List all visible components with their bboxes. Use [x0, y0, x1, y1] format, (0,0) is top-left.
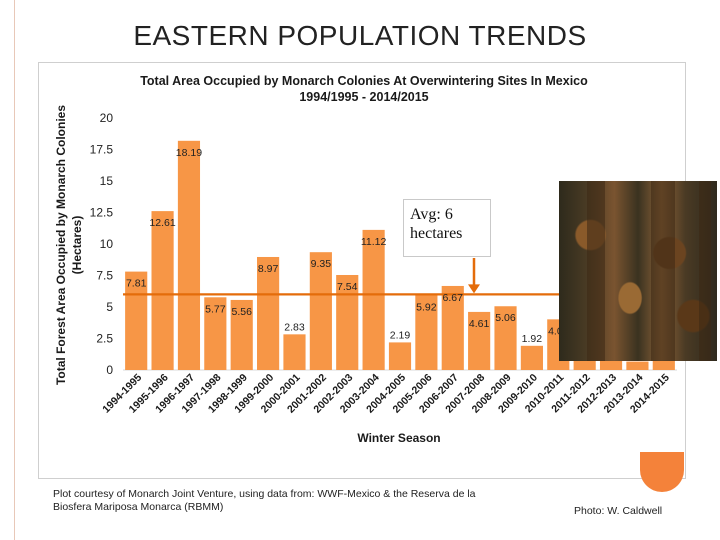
- average-arrow-head: [468, 284, 480, 294]
- bar: [125, 271, 148, 370]
- bar: [520, 345, 543, 370]
- source-caption: Plot courtesy of Monarch Joint Venture, …: [53, 488, 476, 513]
- bar: [388, 342, 412, 370]
- data-label: 12.61: [149, 217, 175, 229]
- data-label: 6.67: [443, 292, 464, 304]
- monarch-colony-photo: [559, 181, 717, 361]
- slide-title: EASTERN POPULATION TRENDS: [133, 20, 587, 51]
- bar: [468, 311, 491, 370]
- bar: [309, 252, 332, 370]
- y-tick-label: 10: [100, 237, 114, 251]
- chart-title: Total Area Occupied by Monarch Colonies …: [140, 74, 588, 88]
- y-axis-label: Total Forest Area Occupied by Monarch Co…: [54, 105, 68, 385]
- bar: [177, 140, 201, 370]
- decorative-circle: [640, 452, 684, 492]
- data-label: 18.19: [176, 147, 202, 159]
- y-axis-label-unit: (Hectares): [70, 216, 84, 275]
- data-label: 5.92: [416, 301, 437, 313]
- bar: [257, 256, 280, 370]
- y-tick-label: 12.5: [90, 206, 114, 220]
- bar: [151, 211, 174, 370]
- y-tick-label: 2.5: [96, 332, 113, 346]
- data-label: 11.12: [361, 236, 387, 248]
- data-label: 4.61: [469, 318, 490, 330]
- data-label: 1.92: [522, 333, 543, 345]
- y-tick-label: 17.5: [90, 143, 114, 157]
- photo-credit: Photo: W. Caldwell: [574, 505, 663, 517]
- bar: [204, 297, 227, 370]
- chart-frame: Total Area Occupied by Monarch Colonies …: [38, 62, 717, 479]
- data-label: 5.06: [495, 312, 516, 324]
- y-tick-label: 15: [100, 174, 114, 188]
- y-tick-label: 20: [100, 111, 114, 125]
- data-label: 9.35: [311, 258, 332, 270]
- average-callout: Avg: 6 hectares: [403, 199, 491, 257]
- x-axis-label: Winter Season: [357, 431, 440, 445]
- bar: [230, 299, 253, 370]
- bar: [441, 285, 464, 370]
- data-label: 8.97: [258, 263, 279, 275]
- y-tick-label: 0: [106, 363, 113, 377]
- data-label: 7.54: [337, 281, 358, 293]
- bar-chart: Total Area Occupied by Monarch Colonies …: [54, 74, 677, 445]
- y-tick-label: 7.5: [96, 269, 113, 283]
- bar: [626, 361, 649, 370]
- bar: [362, 229, 385, 370]
- bar: [336, 274, 359, 370]
- data-label: 7.81: [126, 278, 147, 290]
- y-tick-label: 5: [106, 300, 113, 314]
- bar: [415, 295, 438, 370]
- data-label: 2.83: [284, 321, 305, 333]
- slide-border: [0, 0, 15, 540]
- chart-subtitle: 1994/1995 - 2014/2015: [299, 90, 428, 104]
- bar: [283, 334, 306, 370]
- data-label: 5.56: [231, 306, 252, 318]
- data-label: 5.77: [205, 303, 226, 315]
- data-label: 2.19: [390, 329, 411, 341]
- bar: [494, 306, 517, 370]
